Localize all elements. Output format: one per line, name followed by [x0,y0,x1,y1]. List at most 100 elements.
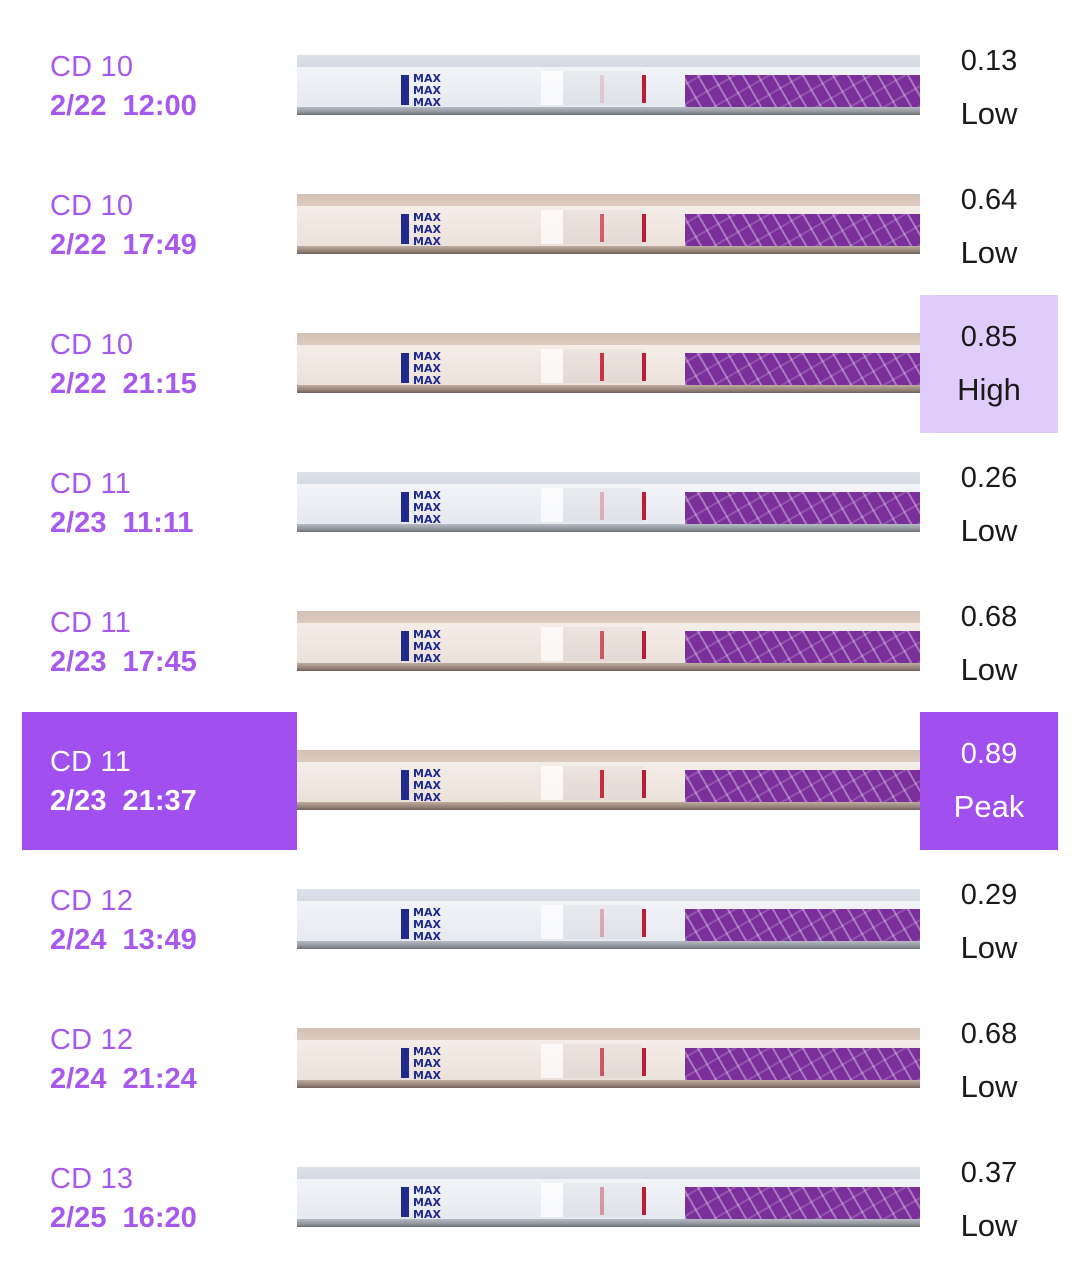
result-status: Low [960,1208,1018,1243]
max-text: MAX [413,652,441,665]
test-date-cell: CD 11 2/23 21:37 [22,712,297,850]
test-strip-photo[interactable]: MAX MAX MAX [297,55,920,115]
test-datetime: 2/23 11:11 [50,507,194,539]
max-text: MAX [413,930,441,943]
strip-handle [685,1187,920,1219]
test-row[interactable]: CD 10 2/22 12:00 MAX MAX MAX 0.13 Low [0,0,1080,139]
max-text: MAX [413,628,441,641]
max-arrow-label: MAX MAX MAX [413,212,441,248]
test-date-cell: CD 12 2/24 21:24 [22,973,297,1112]
max-arrow-label: MAX MAX MAX [413,351,441,387]
test-date-cell: CD 13 2/25 16:20 [22,1112,297,1251]
max-text: MAX [413,84,441,97]
test-datetime: 2/23 21:37 [50,785,197,817]
strip-handle [685,631,920,663]
result-status: Low [960,513,1018,548]
result-window [541,1183,563,1217]
control-line [642,770,646,798]
result-cell: 0.26 Low [920,417,1058,556]
max-arrow-label: MAX MAX MAX [413,73,441,109]
test-datetime: 2/23 17:45 [50,646,197,678]
max-arrow-label: MAX MAX MAX [413,907,441,943]
test-strip-photo[interactable]: MAX MAX MAX [297,611,920,671]
max-text: MAX [413,350,441,363]
result-cell: 0.37 Low [920,1112,1058,1251]
control-line [642,492,646,520]
test-row[interactable]: CD 12 2/24 21:24 MAX MAX MAX 0.68 Low [0,973,1080,1112]
strip-handle [685,75,920,107]
test-row[interactable]: CD 10 2/22 17:49 MAX MAX MAX 0.64 Low [0,139,1080,278]
result-status: High [957,372,1021,407]
result-value: 0.68 [960,1018,1018,1050]
test-date-cell: CD 10 2/22 21:15 [22,278,297,417]
max-text: MAX [413,211,441,224]
test-row[interactable]: CD 11 2/23 21:37 MAX MAX MAX 0.89 Peak [0,712,1080,851]
test-row[interactable]: CD 11 2/23 11:11 MAX MAX MAX 0.26 Low [0,417,1080,556]
test-strip-photo[interactable]: MAX MAX MAX [297,1028,920,1088]
test-strip-photo[interactable]: MAX MAX MAX [297,889,920,949]
result-window [541,210,563,244]
max-arrow-label: MAX MAX MAX [413,629,441,665]
max-text: MAX [413,1045,441,1058]
max-text: MAX [413,1208,441,1221]
max-text: MAX [413,489,441,502]
test-date-cell: CD 12 2/24 13:49 [22,834,297,973]
cycle-day-label: CD 10 [50,190,134,222]
max-marker [401,75,409,105]
strip-handle [685,909,920,941]
control-line [642,631,646,659]
test-line [600,1187,604,1215]
max-marker [401,492,409,522]
result-status: Low [960,930,1018,965]
result-value: 0.29 [960,879,1018,911]
max-text: MAX [413,906,441,919]
test-datetime: 2/22 17:49 [50,229,197,261]
test-strip-photo[interactable]: MAX MAX MAX [297,1167,920,1227]
control-line [642,353,646,381]
test-date-cell: CD 10 2/22 12:00 [22,0,297,139]
control-line [642,909,646,937]
result-value: 0.64 [960,184,1018,216]
test-row[interactable]: CD 13 2/25 16:20 MAX MAX MAX 0.37 Low [0,1112,1080,1251]
control-line [642,214,646,242]
max-text: MAX [413,235,441,248]
result-status: Low [960,1069,1018,1104]
test-line [600,770,604,798]
max-text: MAX [413,791,441,804]
cycle-day-label: CD 13 [50,1163,134,1195]
result-window [541,905,563,939]
test-row[interactable]: CD 11 2/23 17:45 MAX MAX MAX 0.68 Low [0,556,1080,695]
max-text: MAX [413,1184,441,1197]
max-text: MAX [413,767,441,780]
result-window [541,627,563,661]
result-cell: 0.68 Low [920,973,1058,1112]
cycle-day-label: CD 11 [50,468,132,500]
strip-handle [685,214,920,246]
max-text: MAX [413,72,441,85]
strip-handle [685,353,920,385]
control-line [642,1187,646,1215]
cycle-day-label: CD 11 [50,607,132,639]
max-marker [401,214,409,244]
max-text: MAX [413,918,441,931]
test-row[interactable]: CD 10 2/22 21:15 MAX MAX MAX 0.85 High [0,295,1080,434]
test-strip-photo[interactable]: MAX MAX MAX [297,194,920,254]
cycle-day-label: CD 10 [50,329,134,361]
result-cell: 0.29 Low [920,834,1058,973]
strip-handle [685,770,920,802]
test-strip-photo[interactable]: MAX MAX MAX [297,333,920,393]
max-arrow-label: MAX MAX MAX [413,1046,441,1082]
test-line [600,631,604,659]
max-text: MAX [413,1057,441,1070]
test-datetime: 2/22 12:00 [50,90,197,122]
result-value: 0.37 [960,1157,1018,1189]
test-strip-photo[interactable]: MAX MAX MAX [297,750,920,810]
cycle-day-label: CD 12 [50,1024,134,1056]
max-text: MAX [413,779,441,792]
test-row[interactable]: CD 12 2/24 13:49 MAX MAX MAX 0.29 Low [0,834,1080,973]
test-strip-photo[interactable]: MAX MAX MAX [297,472,920,532]
result-cell: 0.89 Peak [920,712,1058,850]
test-line [600,214,604,242]
test-line [600,492,604,520]
